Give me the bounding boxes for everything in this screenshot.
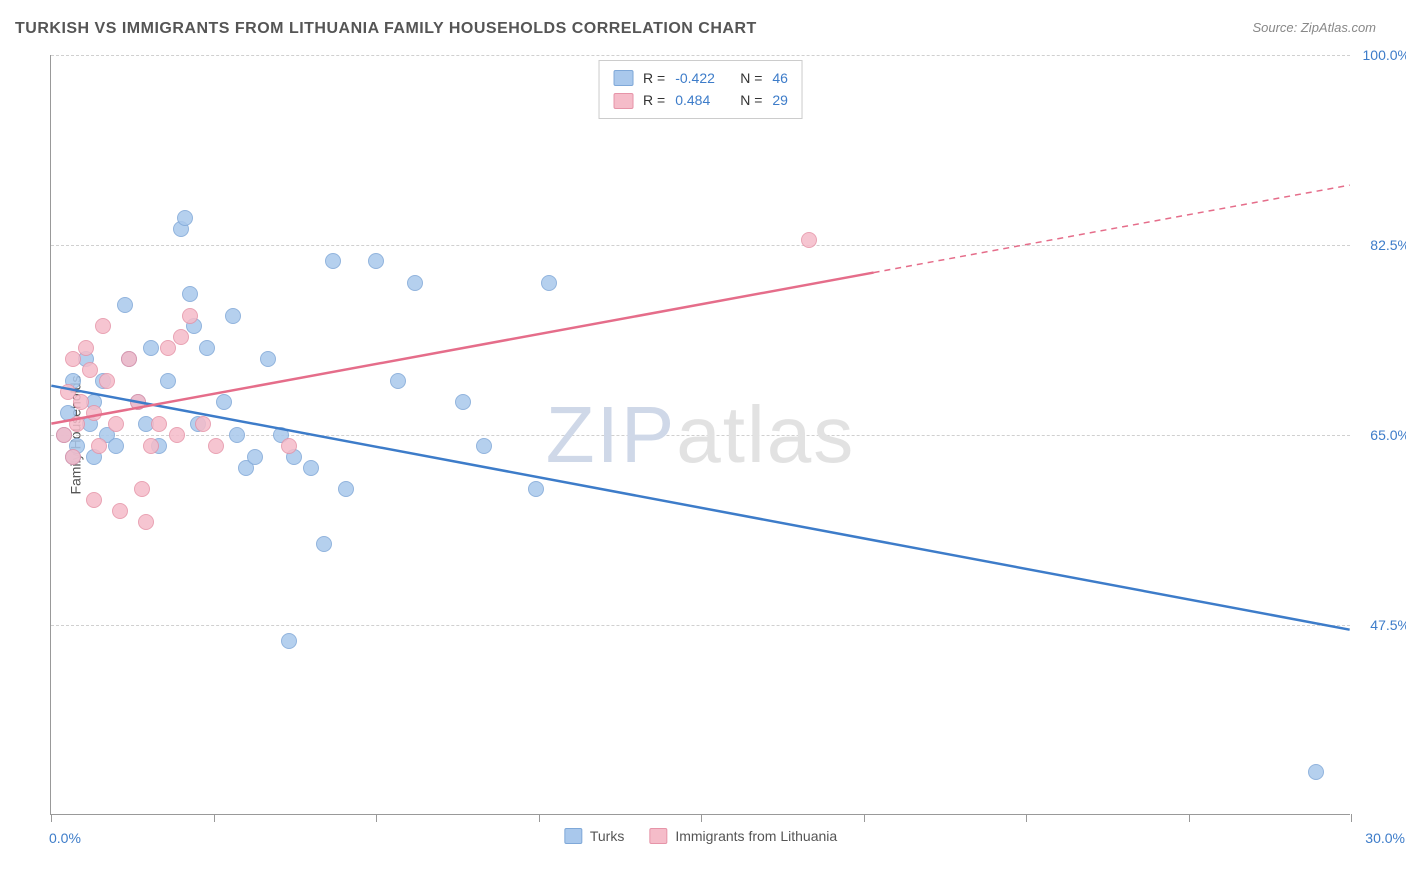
legend-row: R = -0.422 N = 46: [613, 67, 788, 89]
scatter-point: [281, 438, 297, 454]
scatter-point: [143, 438, 159, 454]
watermark-left: ZIP: [546, 390, 676, 479]
scatter-point: [528, 481, 544, 497]
xtick: [1026, 814, 1027, 822]
legend-n-label: N =: [740, 67, 762, 89]
ytick-label: 82.5%: [1370, 237, 1406, 253]
scatter-point: [247, 449, 263, 465]
plot-area: Family Households ZIPatlas R =-0.422N =4…: [50, 55, 1350, 815]
scatter-point: [99, 373, 115, 389]
scatter-point: [368, 253, 384, 269]
legend-item: Immigrants from Lithuania: [649, 828, 837, 844]
legend-series: Turks Immigrants from Lithuania: [564, 828, 837, 844]
scatter-point: [216, 394, 232, 410]
scatter-point: [160, 340, 176, 356]
scatter-point: [476, 438, 492, 454]
scatter-point: [130, 394, 146, 410]
gridline: [51, 435, 1350, 436]
scatter-point: [56, 427, 72, 443]
legend-row: R = 0.484 N = 29: [613, 89, 788, 111]
legend-label: Turks: [590, 828, 624, 844]
watermark-right: atlas: [676, 390, 855, 479]
scatter-point: [177, 210, 193, 226]
scatter-point: [65, 351, 81, 367]
legend-swatch: [649, 828, 667, 844]
scatter-point: [195, 416, 211, 432]
scatter-point: [69, 416, 85, 432]
scatter-point: [95, 318, 111, 334]
gridline: [51, 245, 1350, 246]
scatter-point: [169, 427, 185, 443]
scatter-point: [208, 438, 224, 454]
scatter-point: [108, 438, 124, 454]
scatter-point: [134, 481, 150, 497]
legend-swatch: [613, 93, 633, 109]
scatter-point: [151, 416, 167, 432]
legend-swatch: [613, 70, 633, 86]
scatter-point: [229, 427, 245, 443]
scatter-point: [407, 275, 423, 291]
xtick: [701, 814, 702, 822]
scatter-point: [260, 351, 276, 367]
legend-n-value: 46: [772, 67, 788, 89]
scatter-point: [390, 373, 406, 389]
scatter-point: [541, 275, 557, 291]
legend-item: Turks: [564, 828, 624, 844]
scatter-point: [91, 438, 107, 454]
legend-r-value: -0.422: [675, 67, 730, 89]
scatter-point: [78, 340, 94, 356]
ytick-label: 47.5%: [1370, 617, 1406, 633]
gridline: [51, 625, 1350, 626]
scatter-point: [86, 492, 102, 508]
xtick: [1189, 814, 1190, 822]
ytick-label: 65.0%: [1370, 427, 1406, 443]
xtick: [1351, 814, 1352, 822]
legend-n-label: N =: [740, 89, 762, 111]
xtick-label: 30.0%: [1365, 830, 1405, 846]
gridline: [51, 55, 1350, 56]
scatter-point: [1308, 764, 1324, 780]
xtick: [51, 814, 52, 822]
scatter-point: [173, 329, 189, 345]
scatter-point: [82, 362, 98, 378]
ytick-label: 100.0%: [1363, 47, 1406, 63]
scatter-point: [801, 232, 817, 248]
scatter-point: [112, 503, 128, 519]
scatter-point: [281, 633, 297, 649]
scatter-point: [225, 308, 241, 324]
scatter-point: [338, 481, 354, 497]
scatter-point: [121, 351, 137, 367]
legend-r-label: R =: [643, 89, 665, 111]
legend-r-value: 0.484: [675, 89, 730, 111]
legend-n-value: 29: [772, 89, 788, 111]
legend-correlation: R = -0.422 N = 46 R = 0.484 N = 29: [598, 60, 803, 119]
scatter-point: [199, 340, 215, 356]
scatter-point: [182, 286, 198, 302]
scatter-point: [143, 340, 159, 356]
scatter-point: [182, 308, 198, 324]
scatter-point: [117, 297, 133, 313]
chart-title: TURKISH VS IMMIGRANTS FROM LITHUANIA FAM…: [15, 20, 757, 38]
legend-label: Immigrants from Lithuania: [675, 828, 837, 844]
legend-swatch: [564, 828, 582, 844]
scatter-point: [455, 394, 471, 410]
xtick: [376, 814, 377, 822]
scatter-point: [65, 449, 81, 465]
source-attribution: Source: ZipAtlas.com: [1252, 20, 1376, 35]
scatter-point: [316, 536, 332, 552]
xtick-label: 0.0%: [49, 830, 81, 846]
scatter-point: [86, 405, 102, 421]
scatter-point: [108, 416, 124, 432]
scatter-point: [325, 253, 341, 269]
scatter-point: [160, 373, 176, 389]
scatter-point: [138, 514, 154, 530]
xtick: [214, 814, 215, 822]
xtick: [864, 814, 865, 822]
scatter-point: [303, 460, 319, 476]
legend-r-label: R =: [643, 67, 665, 89]
xtick: [539, 814, 540, 822]
